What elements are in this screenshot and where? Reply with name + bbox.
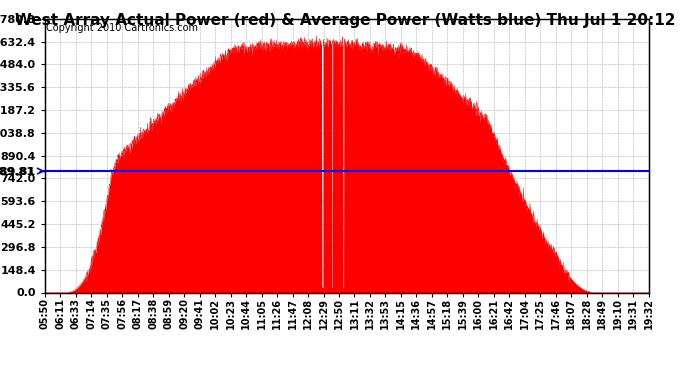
Text: Copyright 2010 Cartronics.com: Copyright 2010 Cartronics.com: [46, 23, 198, 33]
Text: West Array Actual Power (red) & Average Power (Watts blue) Thu Jul 1 20:12: West Array Actual Power (red) & Average …: [14, 13, 676, 28]
